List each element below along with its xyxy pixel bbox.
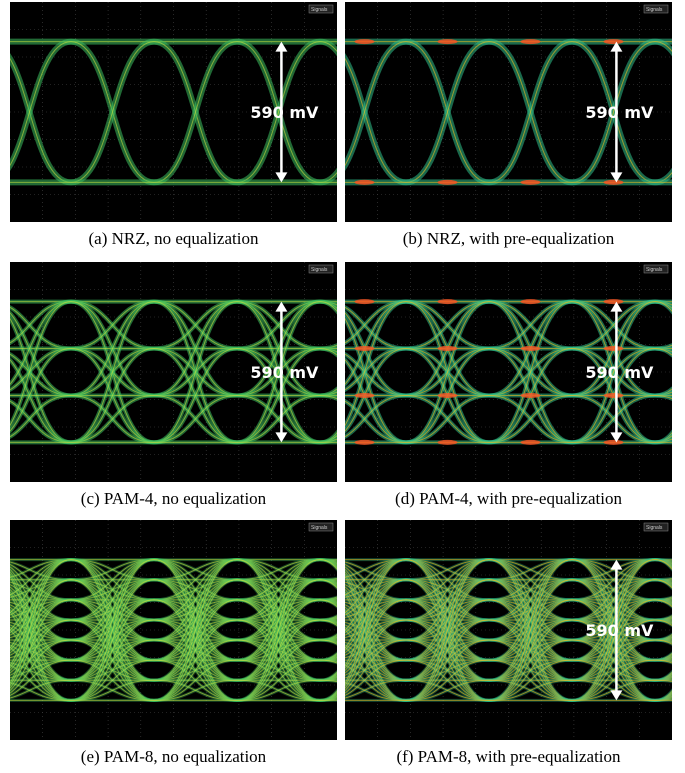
- hot-spot: [521, 180, 541, 185]
- annotation: 590 mV: [250, 363, 319, 382]
- hot-spot: [438, 39, 458, 44]
- hot-spot: [355, 346, 375, 351]
- hot-spot: [521, 393, 541, 398]
- hot-spot: [438, 346, 458, 351]
- hot-spot: [438, 299, 458, 304]
- annotation: 590 mV: [585, 621, 654, 640]
- hot-spot: [521, 39, 541, 44]
- caption: (a) NRZ, no equalization: [89, 229, 259, 248]
- annotation: 590 mV: [250, 103, 319, 122]
- hot-spot: [355, 440, 375, 445]
- menu-label: Signals: [311, 7, 328, 13]
- hot-spot: [355, 393, 375, 398]
- caption: (d) PAM-4, with pre-equalization: [395, 489, 622, 508]
- menu-label: Signals: [646, 525, 663, 531]
- hot-spot: [521, 299, 541, 304]
- caption: (b) NRZ, with pre-equalization: [403, 229, 615, 248]
- menu-label: Signals: [646, 7, 663, 13]
- hot-spot: [355, 39, 375, 44]
- caption: (c) PAM-4, no equalization: [81, 489, 267, 508]
- menu-label: Signals: [646, 267, 663, 273]
- hot-spot: [604, 440, 624, 445]
- hot-spot: [604, 393, 624, 398]
- hot-spot: [355, 299, 375, 304]
- caption: (f) PAM-8, with pre-equalization: [396, 747, 621, 766]
- hot-spot: [604, 346, 624, 351]
- eye-panel: Signals 590 mV: [0, 2, 403, 222]
- hot-spot: [604, 299, 624, 304]
- caption: (e) PAM-8, no equalization: [81, 747, 267, 766]
- hot-spot: [438, 440, 458, 445]
- menu-label: Signals: [311, 267, 328, 273]
- menu-label: Signals: [311, 525, 328, 531]
- figure: Signals 590 mV (a) NRZ, no equalization Sig…: [0, 0, 685, 773]
- hot-spot: [438, 393, 458, 398]
- hot-spot: [521, 440, 541, 445]
- hot-spot: [604, 180, 624, 185]
- annotation: 590 mV: [585, 363, 654, 382]
- hot-spot: [438, 180, 458, 185]
- hot-spot: [604, 39, 624, 44]
- annotation: 590 mV: [585, 103, 654, 122]
- hot-spot: [355, 180, 375, 185]
- eye-panel: Signals: [0, 520, 403, 740]
- eye-panel: Signals 590 mV: [0, 262, 403, 482]
- hot-spot: [521, 346, 541, 351]
